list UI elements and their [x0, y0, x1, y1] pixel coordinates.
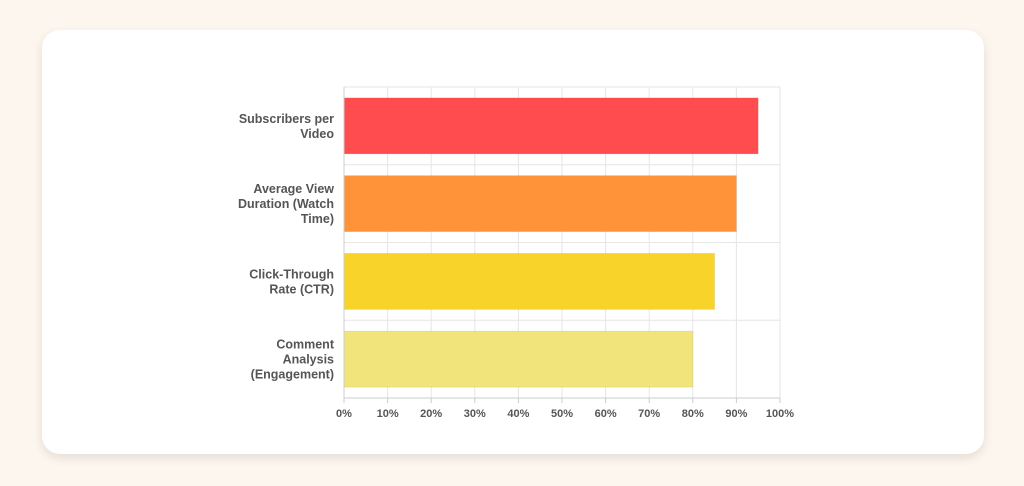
bars: [343, 97, 759, 388]
bar: [343, 252, 716, 310]
bar: [343, 175, 737, 233]
category-label: Analysis: [283, 353, 334, 367]
category-label: Duration (Watch: [238, 197, 334, 211]
bar: [343, 330, 694, 388]
x-tick-label: 100%: [766, 408, 794, 420]
x-tick-labels: 0% 10% 20% 30% 40% 50% 60% 70% 80% 90% 100%: [336, 408, 794, 420]
x-tick-label: 40%: [507, 408, 529, 420]
category-label: Time): [301, 212, 334, 226]
x-tick-label: 50%: [551, 408, 573, 420]
axis-lines: [343, 87, 781, 403]
x-tick-label: 0%: [336, 408, 352, 420]
x-tick-label: 80%: [682, 408, 704, 420]
x-tick-label: 10%: [377, 408, 399, 420]
x-tick-label: 70%: [638, 408, 660, 420]
category-label: (Engagement): [251, 368, 334, 382]
category-label: Comment: [276, 338, 334, 352]
x-tick-label: 60%: [595, 408, 617, 420]
x-tick-label: 90%: [725, 408, 747, 420]
category-label: Average View: [253, 182, 334, 196]
x-tick-label: 20%: [420, 408, 442, 420]
category-label: Click-Through: [249, 267, 334, 281]
x-tick-label: 30%: [464, 408, 486, 420]
bar: [343, 97, 759, 155]
category-label: Video: [300, 127, 334, 141]
category-label: Rate (CTR): [269, 282, 334, 296]
category-label: Subscribers per: [239, 112, 334, 126]
